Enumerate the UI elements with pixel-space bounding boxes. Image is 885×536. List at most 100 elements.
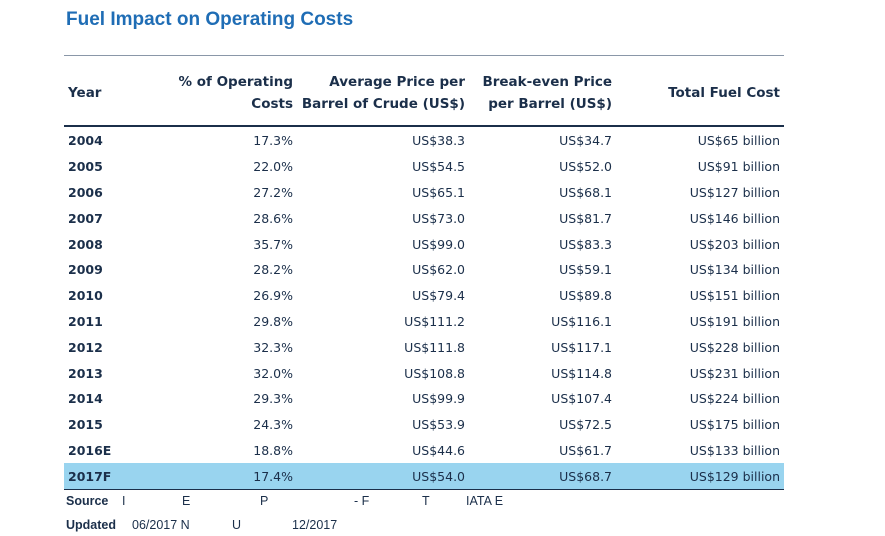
cell-percent-operating-costs: 35.7% <box>253 236 293 252</box>
cell-year: 2016E <box>68 442 112 458</box>
table-row: 2009 28.2% US$62.0 US$59.1 US$134 billion <box>64 257 784 283</box>
cell-total-fuel-cost: US$134 billion <box>689 262 780 278</box>
cell-total-fuel-cost: US$127 billion <box>689 184 780 200</box>
cell-breakeven-price: US$68.1 <box>559 184 612 200</box>
source-fragment: E <box>182 494 191 508</box>
cell-percent-operating-costs: 24.3% <box>253 417 293 433</box>
cell-average-price: US$108.8 <box>404 365 465 381</box>
cell-percent-operating-costs: 29.3% <box>253 391 293 407</box>
table-row: 2015 24.3% US$53.9 US$72.5 US$175 billion <box>64 412 784 438</box>
cell-year: 2010 <box>68 288 103 304</box>
updated-fragment: U <box>232 518 242 532</box>
cell-average-price: US$53.9 <box>412 417 465 433</box>
fuel-impact-table: Year % of Operating Costs Average Price p… <box>64 64 784 490</box>
table-row: 2006 27.2% US$65.1 US$68.1 US$127 billion <box>64 180 784 206</box>
cell-breakeven-price: US$117.1 <box>551 339 612 355</box>
cell-total-fuel-cost: US$228 billion <box>689 339 780 355</box>
cell-year: 2008 <box>68 236 103 252</box>
cell-total-fuel-cost: US$224 billion <box>689 391 780 407</box>
table-row: 2008 35.7% US$99.0 US$83.3 US$203 billion <box>64 231 784 257</box>
table-row: 2014 29.3% US$99.9 US$107.4 US$224 billion <box>64 386 784 412</box>
header-total-fuel-cost: Total Fuel Cost <box>668 85 780 101</box>
table-row: 2013 32.0% US$108.8 US$114.8 US$231 billion <box>64 360 784 386</box>
cell-percent-operating-costs: 17.3% <box>253 133 293 149</box>
cell-total-fuel-cost: US$91 billion <box>697 159 780 175</box>
updated-fragment: 06/2017 N <box>132 518 190 532</box>
source-line: Source I E P - F T IATA E <box>66 494 503 508</box>
cell-year: 2009 <box>68 262 103 278</box>
cell-average-price: US$65.1 <box>412 184 465 200</box>
header-breakeven-price: Break-even Price per Barrel (US$) <box>482 74 612 112</box>
header-average-price: Average Price per Barrel of Crude (US$) <box>301 74 465 112</box>
cell-year: 2015 <box>68 417 103 433</box>
table-row: 2004 17.3% US$38.3 US$34.7 US$65 billion <box>64 122 784 154</box>
header-year: Year <box>68 85 102 101</box>
cell-year: 2004 <box>68 133 103 149</box>
cell-percent-operating-costs: 32.3% <box>253 339 293 355</box>
updated-fragment: 12/2017 <box>292 518 338 532</box>
cell-breakeven-price: US$89.8 <box>559 288 612 304</box>
cell-percent-operating-costs: 22.0% <box>253 159 293 175</box>
table-row: 2005 22.0% US$54.5 US$52.0 US$91 billion <box>64 154 784 180</box>
cell-breakeven-price: US$34.7 <box>559 133 612 149</box>
cell-year: 2006 <box>68 184 103 200</box>
cell-year: 2014 <box>68 391 103 407</box>
page-title: Fuel Impact on Operating Costs <box>66 9 354 30</box>
cell-average-price: US$54.5 <box>412 159 465 175</box>
cell-total-fuel-cost: US$151 billion <box>689 288 780 304</box>
source-fragment: IATA E <box>466 494 504 508</box>
cell-average-price: US$38.3 <box>412 133 465 149</box>
header-divider <box>64 125 784 127</box>
cell-percent-operating-costs: 28.2% <box>253 262 293 278</box>
cell-percent-operating-costs: 18.8% <box>253 442 293 458</box>
cell-year: 2011 <box>68 313 103 329</box>
cell-percent-operating-costs: 32.0% <box>253 365 293 381</box>
cell-total-fuel-cost: US$129 billion <box>615 463 784 490</box>
cell-total-fuel-cost: US$203 billion <box>689 236 780 252</box>
source-fragment: I <box>122 494 126 508</box>
table-row: 2007 28.6% US$73.0 US$81.7 US$146 billion <box>64 205 784 231</box>
cell-average-price: US$99.0 <box>412 236 465 252</box>
table-header-row: Year % of Operating Costs Average Price p… <box>64 64 784 122</box>
cell-breakeven-price: US$114.8 <box>551 365 612 381</box>
cell-total-fuel-cost: US$175 billion <box>689 417 780 433</box>
updated-label: Updated <box>66 518 116 532</box>
cell-average-price: US$111.8 <box>404 339 465 355</box>
table-top-divider <box>64 55 784 56</box>
cell-percent-operating-costs: 29.8% <box>253 313 293 329</box>
table-row: 2017F 17.4% US$54.0 US$68.7 US$129 billion <box>64 463 784 490</box>
cell-breakeven-price: US$72.5 <box>559 417 612 433</box>
cell-average-price: US$79.4 <box>412 288 465 304</box>
cell-breakeven-price: US$68.7 <box>468 463 615 490</box>
cell-breakeven-price: US$81.7 <box>559 210 612 226</box>
source-label: Source <box>66 494 109 508</box>
cell-year: 2005 <box>68 159 103 175</box>
source-fragment: - F <box>354 494 370 508</box>
cell-average-price: US$44.6 <box>412 442 465 458</box>
cell-total-fuel-cost: US$231 billion <box>689 365 780 381</box>
cell-total-fuel-cost: US$146 billion <box>689 210 780 226</box>
cell-total-fuel-cost: US$191 billion <box>689 313 780 329</box>
cell-year: 2017F <box>64 463 144 490</box>
cell-total-fuel-cost: US$133 billion <box>689 442 780 458</box>
cell-year: 2013 <box>68 365 103 381</box>
table-row: 2016E 18.8% US$44.6 US$61.7 US$133 billion <box>64 438 784 464</box>
table-row: 2012 32.3% US$111.8 US$117.1 US$228 billion <box>64 334 784 360</box>
cell-average-price: US$111.2 <box>404 313 465 329</box>
header-percent-operating-costs: % of Operating Costs <box>178 74 294 112</box>
cell-year: 2007 <box>68 210 103 226</box>
cell-breakeven-price: US$61.7 <box>559 442 612 458</box>
cell-percent-operating-costs: 17.4% <box>144 463 296 490</box>
cell-average-price: US$62.0 <box>412 262 465 278</box>
cell-breakeven-price: US$52.0 <box>559 159 612 175</box>
table-row: 2011 29.8% US$111.2 US$116.1 US$191 billion <box>64 309 784 335</box>
cell-breakeven-price: US$83.3 <box>559 236 612 252</box>
source-fragment: P <box>260 494 269 508</box>
cell-average-price: US$99.9 <box>412 391 465 407</box>
cell-percent-operating-costs: 28.6% <box>253 210 293 226</box>
source-fragment: T <box>422 494 430 508</box>
cell-total-fuel-cost: US$65 billion <box>697 133 780 149</box>
updated-line: Updated 06/2017 N U 12/2017 <box>66 518 337 532</box>
cell-breakeven-price: US$116.1 <box>551 313 612 329</box>
cell-percent-operating-costs: 27.2% <box>253 184 293 200</box>
